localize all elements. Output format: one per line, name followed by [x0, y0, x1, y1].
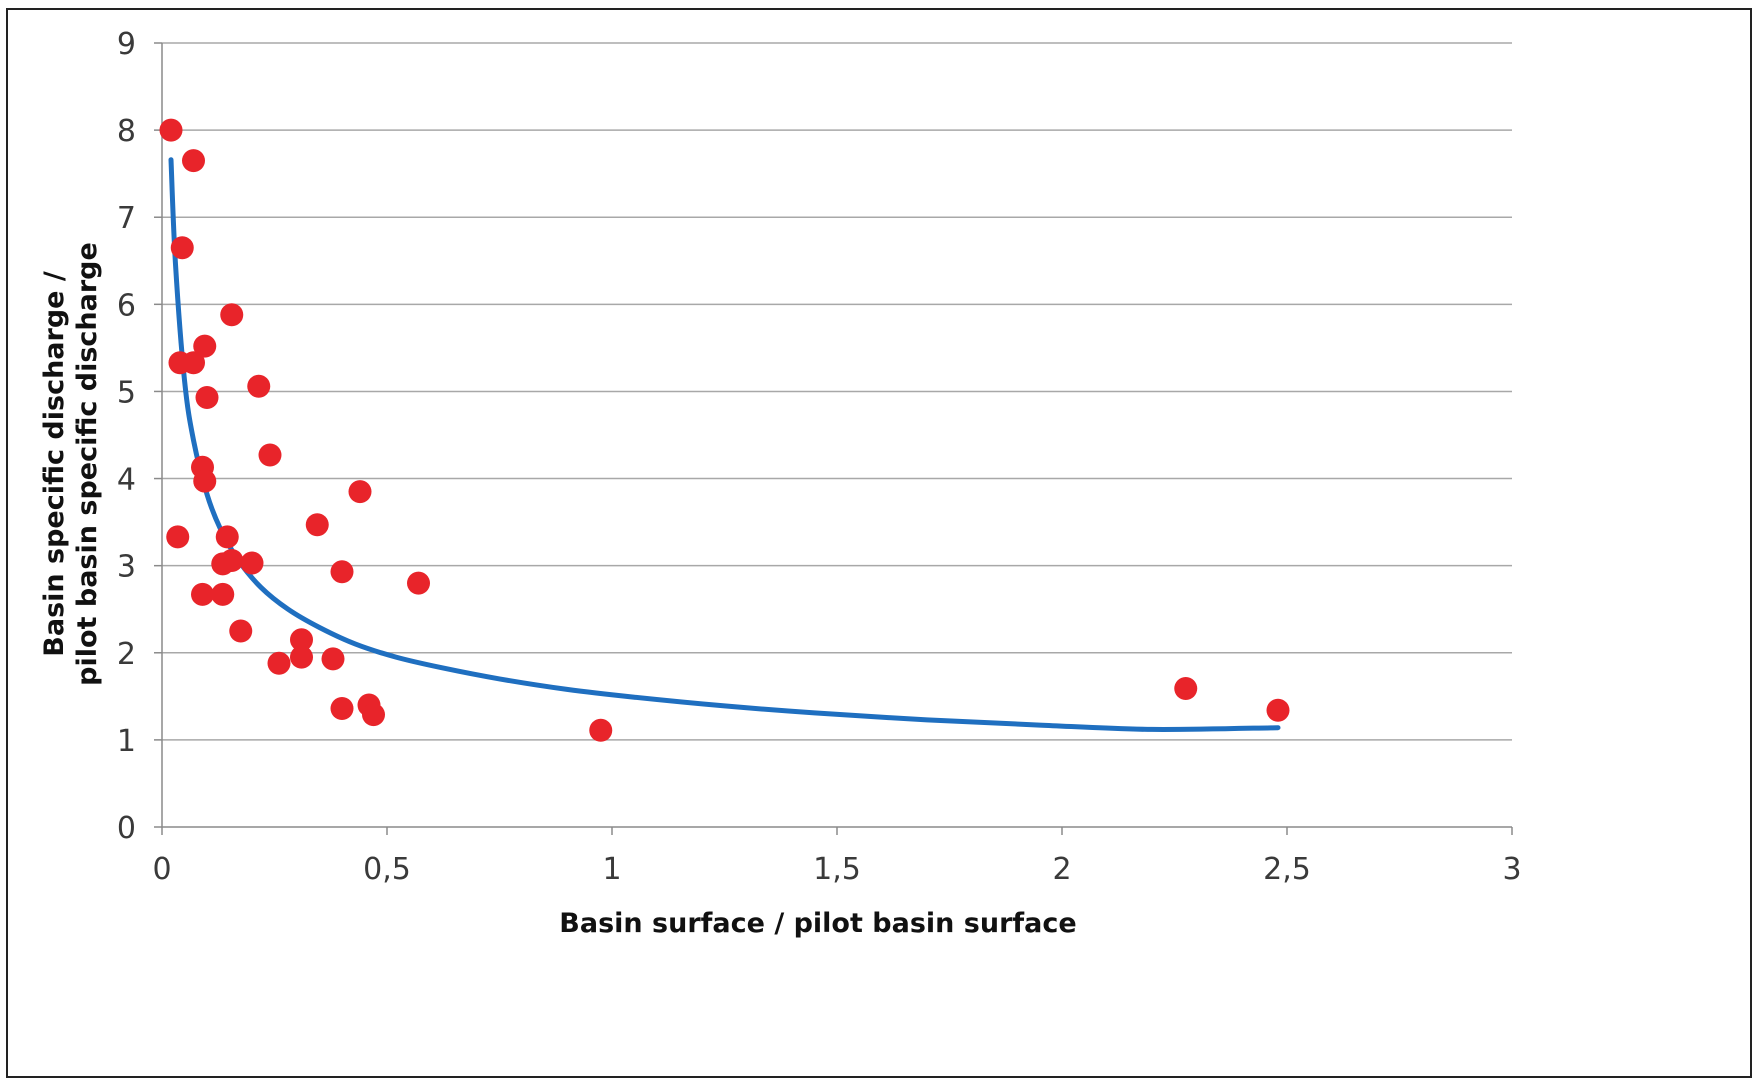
- y-axis-title-line-1: Basin specific discharge /: [39, 271, 70, 657]
- data-point: [211, 582, 235, 606]
- data-point: [193, 334, 217, 358]
- scatter-chart: 0 1 2 3 4 5 6 7 8 9 0 0,5 1 1,5 2 2,5 3 Basin surface / …: [39, 27, 1522, 939]
- y-tick-label: 1: [117, 724, 136, 759]
- data-point: [182, 149, 205, 173]
- gridlines: [162, 42, 1512, 741]
- x-tick-label: 0,5: [363, 852, 411, 887]
- y-tick-label: 6: [117, 288, 136, 323]
- data-point: [229, 619, 253, 643]
- data-point: [330, 697, 354, 721]
- data-point: [182, 351, 205, 375]
- y-tick-label: 0: [117, 811, 136, 846]
- data-point: [407, 571, 430, 595]
- data-point: [220, 303, 244, 327]
- x-tick-label: 1,5: [813, 852, 861, 887]
- data-point: [195, 386, 219, 410]
- data-point: [211, 552, 235, 576]
- data-point: [215, 525, 239, 549]
- y-tick-label: 8: [117, 114, 136, 149]
- trend-curve: [168, 157, 1281, 732]
- data-point: [290, 645, 313, 669]
- x-tick-label: 2: [1052, 852, 1071, 887]
- y-axis-title-line-2: pilot basin specific discharge: [72, 242, 103, 686]
- data-point: [589, 718, 613, 742]
- data-point: [166, 525, 190, 549]
- y-tick-label: 7: [117, 201, 136, 236]
- data-point: [267, 651, 291, 675]
- data-point: [193, 469, 217, 493]
- data-point: [348, 480, 372, 504]
- data-point: [170, 236, 194, 260]
- data-point: [258, 443, 282, 467]
- y-tick-label: 5: [117, 375, 136, 410]
- data-point: [362, 703, 385, 727]
- data-point: [321, 647, 345, 671]
- data-point: [290, 628, 313, 652]
- data-points-layer: [159, 118, 1290, 742]
- y-tick-label: 2: [117, 637, 136, 672]
- chart-frame: 0 1 2 3 4 5 6 7 8 9 0 0,5 1 1,5 2 2,5 3 Basin surface / …: [6, 8, 1752, 1078]
- x-tick-label: 0: [152, 852, 171, 887]
- y-tick-label: 9: [117, 27, 136, 62]
- data-point: [159, 118, 183, 142]
- tick-labels: 0 1 2 3 4 5 6 7 8 9 0 0,5 1 1,5 2 2,5 3: [117, 27, 1522, 887]
- y-tick-label: 3: [117, 550, 136, 585]
- data-point: [240, 551, 264, 575]
- data-point: [247, 374, 271, 398]
- data-point: [191, 582, 214, 606]
- data-point: [1174, 676, 1198, 700]
- data-point: [305, 513, 329, 537]
- x-tick-label: 3: [1502, 852, 1521, 887]
- y-tick-label: 4: [117, 463, 136, 498]
- data-point: [1266, 698, 1290, 722]
- data-point: [330, 560, 354, 584]
- axes: [154, 42, 1513, 835]
- x-tick-label: 1: [602, 852, 621, 887]
- x-tick-label: 2,5: [1263, 852, 1311, 887]
- x-axis-title: Basin surface / pilot basin surface: [559, 908, 1076, 939]
- fit-curve-layer: [168, 157, 1281, 732]
